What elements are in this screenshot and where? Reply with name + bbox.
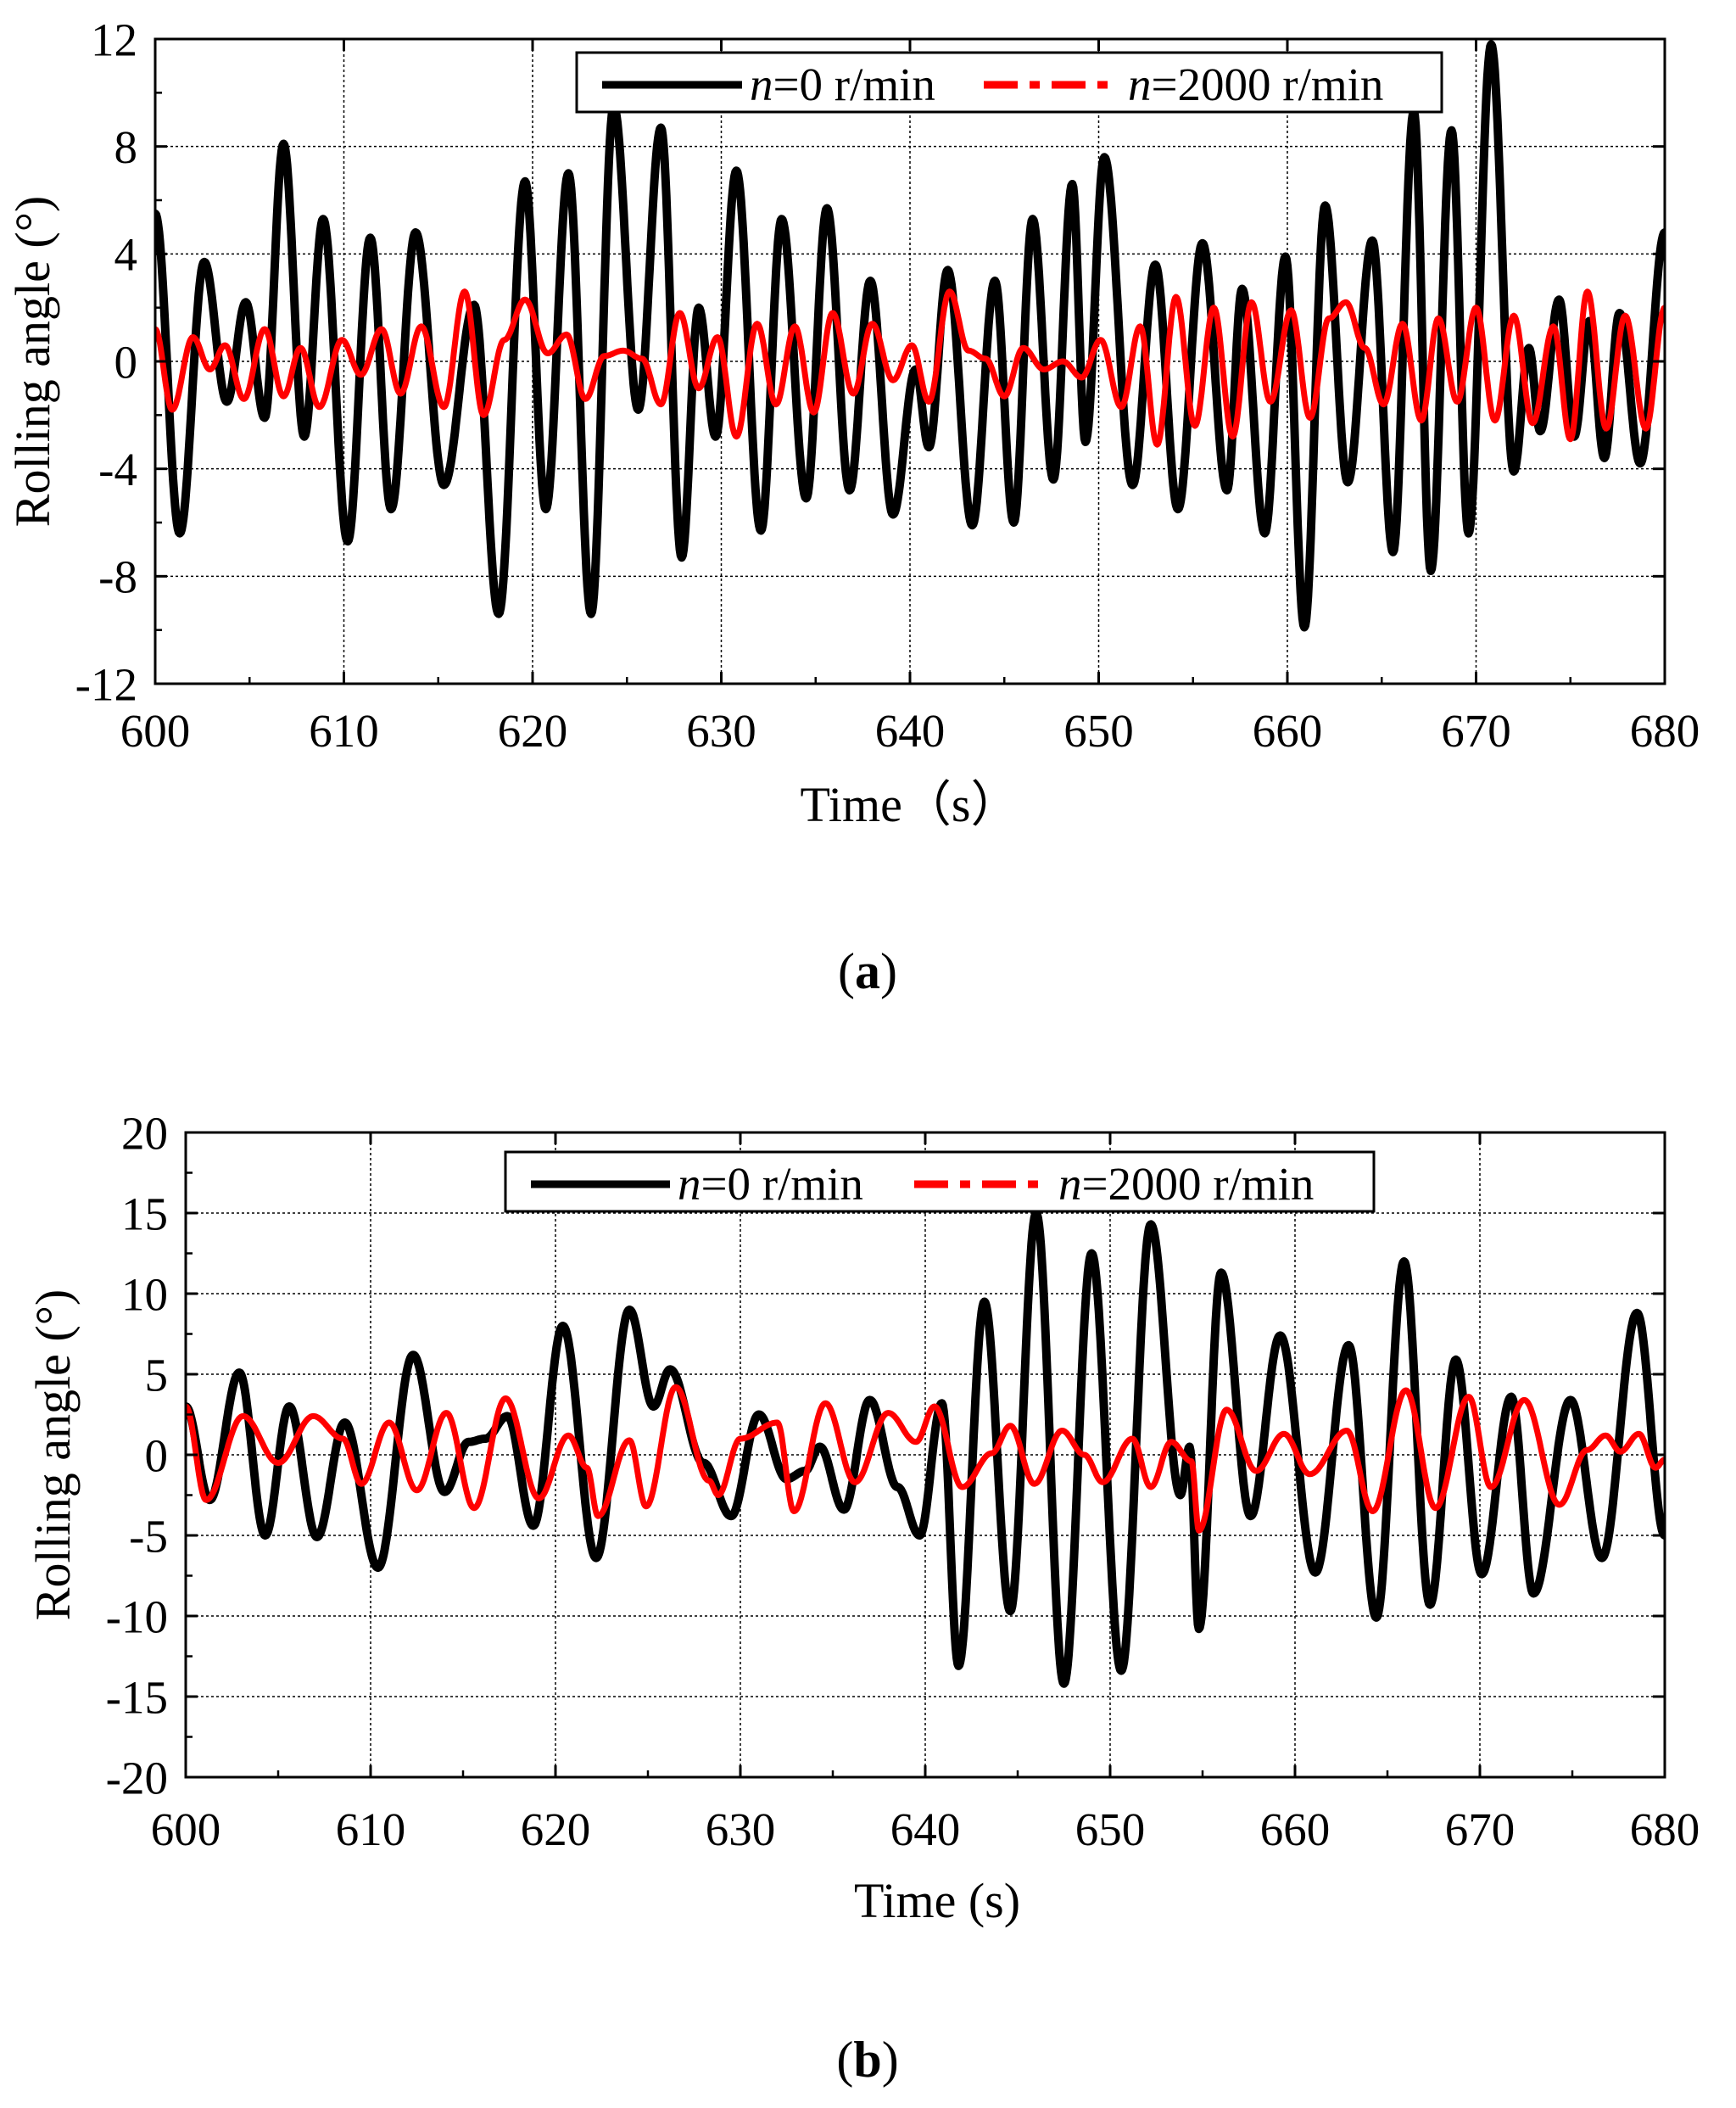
- y-tick-label-a--12: -12: [75, 658, 137, 710]
- y-tick-label-a-4: 4: [114, 229, 138, 281]
- caption-b-letter: b: [853, 2032, 881, 2088]
- y-tick-labels-b: -20 -15 -10 -5 0 5 10 15 20: [106, 1107, 168, 1803]
- caption-a-close: ): [880, 943, 897, 999]
- x-tick-label-b-610: 610: [336, 1803, 406, 1855]
- legend-label-a-n2000-rest: =2000 r/min: [1152, 59, 1384, 110]
- y-tick-label-b-20: 20: [121, 1107, 168, 1159]
- y-tick-label-a-8: 8: [114, 121, 138, 173]
- caption-b-open: (: [836, 2032, 853, 2088]
- y-tick-label-b--20: -20: [106, 1752, 168, 1803]
- panel-caption-b: (b): [836, 2032, 898, 2088]
- y-tick-label-b-10: 10: [121, 1268, 168, 1320]
- legend-label-a-n2000-italic: n: [1128, 59, 1152, 110]
- series-line-a-n2000: [155, 288, 1665, 448]
- caption-b-close: ): [882, 2032, 899, 2088]
- x-tick-label-b-630: 630: [706, 1803, 776, 1855]
- x-tick-label-a-670: 670: [1441, 705, 1511, 757]
- caption-a-letter: a: [855, 943, 880, 999]
- legend-label-a-n0-rest: =0 r/min: [773, 59, 935, 110]
- legend-label-a-n0-italic: n: [750, 59, 773, 110]
- x-tick-label-b-680: 680: [1630, 1803, 1700, 1855]
- x-axis-title-b: Time (s): [854, 1873, 1020, 1928]
- x-tick-label-b-600: 600: [151, 1803, 221, 1855]
- y-tick-label-a--8: -8: [98, 551, 137, 603]
- x-tick-label-a-680: 680: [1630, 705, 1700, 757]
- x-tick-label-b-670: 670: [1445, 1803, 1516, 1855]
- x-tick-labels-a: 600 610 620 630 640 650 660 670 680: [120, 705, 1700, 757]
- legend-b: n=0 r/min n=2000 r/min: [504, 1150, 1376, 1213]
- series-group-b: [186, 1209, 1665, 1688]
- y-tick-label-b-5: 5: [145, 1349, 169, 1401]
- y-axis-title-a: Rolling angle (°): [5, 196, 60, 527]
- x-tick-label-a-620: 620: [498, 705, 568, 757]
- series-line-b-n2000: [186, 1384, 1665, 1534]
- ticks-a: [154, 37, 1666, 685]
- y-tick-label-a--4: -4: [98, 444, 137, 495]
- panel-caption-a: (a): [838, 943, 897, 999]
- x-tick-label-a-640: 640: [875, 705, 946, 757]
- y-tick-label-a-0: 0: [114, 336, 138, 388]
- x-tick-label-a-650: 650: [1063, 705, 1134, 757]
- x-tick-label-b-650: 650: [1075, 1803, 1146, 1855]
- legend-label-b-n0-rest: =0 r/min: [701, 1158, 863, 1210]
- legend-label-a-n2000: n=2000 r/min: [1128, 59, 1383, 110]
- y-tick-label-b-15: 15: [121, 1188, 168, 1239]
- y-tick-label-b--15: -15: [106, 1671, 168, 1723]
- y-tick-labels-a: -12 -8 -4 0 4 8 12: [75, 14, 137, 710]
- y-tick-label-a-12: 12: [91, 14, 137, 65]
- chart-panel-a: 600 610 620 630 640 650 660 670 680 -12 -8 -4 0 4 8 12…: [5, 14, 1700, 999]
- legend-label-b-n0: n=0 r/min: [678, 1158, 863, 1210]
- x-tick-label-a-600: 600: [120, 705, 191, 757]
- legend-label-b-n2000-rest: =2000 r/min: [1082, 1158, 1315, 1210]
- x-tick-label-b-660: 660: [1260, 1803, 1331, 1855]
- x-axis-title-a: Time（s）: [801, 777, 1020, 832]
- chart-panel-b: 600 610 620 630 640 650 660 670 680 -20 -15 -10 -5 0…: [25, 1107, 1700, 2088]
- x-tick-label-a-610: 610: [309, 705, 379, 757]
- x-tick-label-b-620: 620: [521, 1803, 591, 1855]
- x-tick-label-b-640: 640: [890, 1803, 961, 1855]
- legend-label-b-n2000-italic: n: [1058, 1158, 1082, 1210]
- x-tick-label-a-630: 630: [686, 705, 756, 757]
- legend-label-a-n0: n=0 r/min: [750, 59, 935, 110]
- x-tick-labels-b: 600 610 620 630 640 650 660 670 680: [151, 1803, 1700, 1855]
- ticks-b: [184, 1131, 1666, 1779]
- x-tick-label-a-660: 660: [1253, 705, 1323, 757]
- legend-a: n=0 r/min n=2000 r/min: [575, 51, 1443, 114]
- legend-label-b-n2000: n=2000 r/min: [1058, 1158, 1314, 1210]
- legend-label-b-n0-italic: n: [678, 1158, 701, 1210]
- y-tick-label-b-0: 0: [145, 1429, 169, 1481]
- y-tick-label-b--10: -10: [106, 1591, 168, 1642]
- y-axis-title-b: Rolling angle (°): [25, 1289, 81, 1620]
- y-tick-label-b--5: -5: [129, 1510, 168, 1562]
- caption-a-open: (: [838, 943, 855, 999]
